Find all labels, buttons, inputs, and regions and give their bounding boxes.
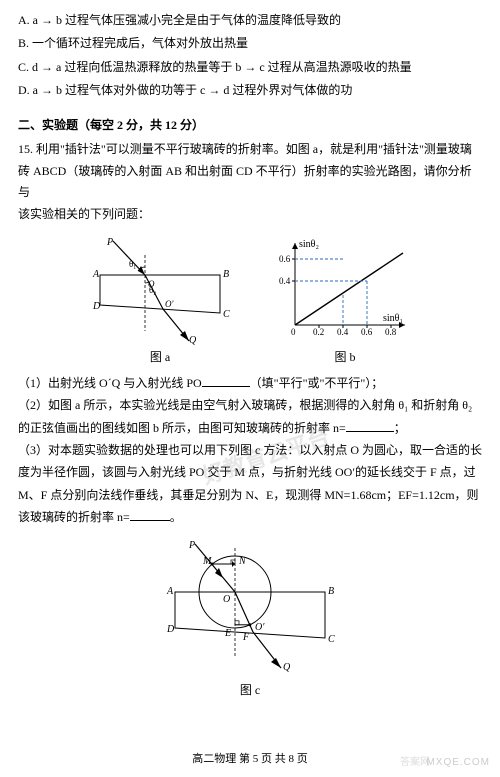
figure-row-c: P A B C D M N O O′ E F Q 图 c [18,538,482,700]
q15-p1a: （1）出射光线 O´Q 与入射光线 PO [18,376,202,390]
q15-p2c: ； [394,421,406,435]
figb-yt0: 0.4 [279,276,291,286]
q15-p3-line2: 度为半径作圆，该圆与入射光线 PO 交于 M 点，与折射光线 OO′的延长线交于… [18,462,482,482]
q15-part2: 的正弦值画出的图线如图 b 所示，由图可知玻璃砖的折射率 n= ； [18,418,482,438]
blank-2 [346,420,394,432]
figc-d: D [166,624,175,635]
figb-xt0: 0 [291,327,296,337]
figa-label-theta1: θ₁ [129,259,136,269]
q15-part1: （1）出射光线 O´Q 与入射光线 PO （填"平行"或"不平行"）； [18,373,482,393]
figb-xt3: 0.6 [361,327,373,337]
blank-1 [202,375,250,387]
figc-a: A [166,586,174,597]
figure-b-container: sinθ₂ sinθ₁ 0 0.2 0.4 0.6 0.8 0.4 0.6 图 … [275,235,415,367]
q15-stem-line1: 15. 利用"插针法"可以测量不平行玻璃砖的折射率。如图 a，就是利用"插针法"… [18,139,482,159]
figb-xt2: 0.4 [337,327,349,337]
q15-p3e: 。 [170,510,182,524]
figure-row-ab: P A B C D O O′ θ₁ θ₂ Q 图 a [18,235,482,367]
figure-c-label: 图 c [240,680,260,700]
figc-m: M [202,556,212,567]
figc-f: F [242,632,250,643]
option-c: C. d → a 过程向低温热源释放的热量等于 b → c 过程从高温热源吸收的… [18,57,482,77]
figure-c-svg: P A B C D M N O O′ E F Q [155,538,345,678]
figure-a-svg: P A B C D O O′ θ₁ θ₂ Q [85,235,235,345]
q15-p2b: 的正弦值画出的图线如图 b 所示，由图可知玻璃砖的折射率 n= [18,421,346,435]
q15-stem-line2: 砖 ABCD（玻璃砖的入射面 AB 和出射面 CD 不平行）折射率的实验光路图，… [18,161,482,202]
figure-c-container: P A B C D M N O O′ E F Q 图 c [155,538,345,700]
option-d: D. a → b 过程气体对外做的功等于 c → d 过程外界对气体做的功 [18,80,482,100]
figb-xt1: 0.2 [313,327,324,337]
figa-label-a: A [92,269,100,280]
section-2-header: 二、实验题（每空 2 分，共 12 分） [18,115,482,135]
figa-label-d: D [92,301,101,312]
blank-3 [130,509,170,521]
figc-o: O [223,594,230,605]
figc-op: O′ [255,622,265,633]
q15-stem-line3: 该实验相关的下列问题： [18,204,482,224]
figa-label-c: C [223,309,230,320]
watermark-right: MXQE.COM [426,754,490,771]
figc-q: Q [283,662,291,673]
figa-label-op: O′ [165,299,174,309]
figc-e: E [224,628,231,639]
figure-b-label: 图 b [334,347,355,367]
q15-p3-line3: M、F 点分别向法线作垂线，其垂足分别为 N、E，现测得 MN=1.68cm；E… [18,485,482,505]
figa-label-b: B [223,269,229,280]
figb-xlabel: sinθ₁ [383,313,403,324]
figa-label-q: Q [189,335,197,345]
figb-ylabel: sinθ₂ [299,239,319,250]
q15-p3d: 该玻璃砖的折射率 n= [18,510,130,524]
figc-b: B [328,586,334,597]
figa-label-theta2: θ₂ [149,285,156,295]
figure-b-svg: sinθ₂ sinθ₁ 0 0.2 0.4 0.6 0.8 0.4 0.6 [275,235,415,345]
figc-p: P [188,540,195,551]
option-b: B. 一个循环过程完成后，气体对外放出热量 [18,33,482,53]
q15-p1b: （填"平行"或"不平行"）； [250,376,384,390]
figb-xt4: 0.8 [385,327,397,337]
figc-n: N [238,556,247,567]
figure-a-container: P A B C D O O′ θ₁ θ₂ Q 图 a [85,235,235,367]
option-a: A. a → b 过程气体压强减小完全是由于气体的温度降低导致的 [18,10,482,30]
figure-a-label: 图 a [150,347,170,367]
q15-p2-line1: （2）如图 a 所示，本实验光线是由空气射入玻璃砖，根据测得的入射角 θ₁ 和折… [18,395,482,415]
figc-c: C [328,634,335,645]
figb-yt1: 0.6 [279,254,291,264]
q15-part3-end: 该玻璃砖的折射率 n= 。 [18,507,482,527]
q15-p3-line1: （3）对本题实验数据的处理也可以用下列图 c 方法：以入射点 O 为圆心，取一合… [18,440,482,460]
figa-label-p: P [106,237,113,248]
